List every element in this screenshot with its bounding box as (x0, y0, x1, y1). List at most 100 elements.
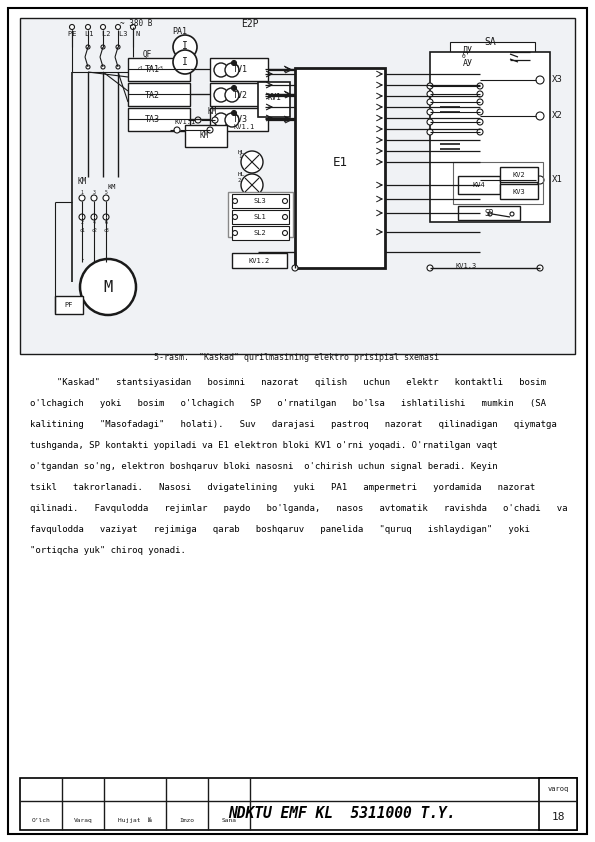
Text: "ortiqcha yuk" chiroq yonadi.: "ortiqcha yuk" chiroq yonadi. (30, 546, 186, 555)
Text: SL2: SL2 (253, 230, 267, 236)
Text: АУ: АУ (463, 58, 473, 67)
Text: X3: X3 (552, 76, 563, 84)
Text: NDKTU EMF KL  5311000 T.Y.: NDKTU EMF KL 5311000 T.Y. (228, 806, 456, 821)
Circle shape (292, 265, 298, 271)
Text: KV1.2: KV1.2 (248, 258, 270, 264)
Text: M: M (104, 280, 112, 295)
Circle shape (477, 91, 483, 97)
Bar (539, 778, 577, 830)
Text: c3: c3 (157, 67, 163, 72)
Text: c2: c2 (147, 67, 153, 72)
Circle shape (241, 151, 263, 173)
Circle shape (80, 259, 136, 315)
Text: KV4: KV4 (472, 182, 486, 188)
Bar (20, 18, 575, 354)
Text: c1: c1 (79, 227, 85, 232)
Circle shape (231, 110, 236, 115)
Text: KM: KM (78, 178, 87, 186)
Bar (20, 778, 577, 830)
Text: TV3: TV3 (233, 115, 248, 125)
Text: SL1: SL1 (253, 214, 267, 220)
Circle shape (86, 24, 90, 29)
Text: c1: c1 (137, 67, 143, 72)
Text: PF: PF (65, 302, 73, 308)
Circle shape (427, 129, 433, 135)
Circle shape (510, 212, 514, 216)
Circle shape (233, 231, 237, 236)
Circle shape (79, 195, 85, 201)
Circle shape (103, 195, 109, 201)
Circle shape (427, 83, 433, 89)
Circle shape (70, 24, 74, 29)
Text: c3: c3 (103, 227, 109, 232)
Text: KM: KM (208, 106, 217, 115)
Circle shape (115, 24, 121, 29)
Bar (453, 162, 543, 204)
Text: Docx.uz: Docx.uz (428, 98, 552, 126)
Text: TV2: TV2 (233, 90, 248, 99)
Text: X1: X1 (552, 175, 563, 184)
Circle shape (283, 199, 287, 204)
Circle shape (225, 63, 239, 77)
Text: 5-rasm.  "Kaskad" qurilmasining elektro prisipial sxemasi: 5-rasm. "Kaskad" qurilmasining elektro p… (155, 354, 440, 363)
Bar (232, 253, 287, 268)
Bar (458, 176, 500, 194)
Text: E2P: E2P (241, 19, 259, 29)
Text: Hujjat  №: Hujjat № (118, 818, 152, 823)
Bar (500, 184, 538, 199)
Bar (185, 125, 227, 147)
Text: Docx.uz: Docx.uz (43, 528, 167, 556)
Text: KV1.1: KV1.1 (233, 124, 254, 130)
Circle shape (173, 35, 197, 59)
Text: 5: 5 (105, 190, 108, 195)
Circle shape (195, 117, 201, 123)
Text: tsikl   takrorlanadi.   Nasosi   dvigatelining   yuki   PA1   ampermetri   yorda: tsikl takrorlanadi. Nasosi dvigatelining… (30, 483, 536, 492)
Text: c2: c2 (91, 227, 97, 232)
Circle shape (427, 99, 433, 105)
Bar (210, 58, 268, 81)
Text: X2: X2 (552, 111, 563, 120)
Text: 18: 18 (551, 812, 565, 822)
Text: Docx.uz: Docx.uz (43, 98, 167, 126)
Circle shape (101, 45, 105, 49)
Text: I: I (182, 57, 188, 67)
Bar (232, 226, 289, 240)
Circle shape (86, 65, 90, 69)
Text: Imzo: Imzo (180, 818, 195, 823)
Text: Sana: Sana (221, 818, 236, 823)
Text: TA1: TA1 (145, 66, 160, 74)
Bar (458, 206, 520, 220)
Circle shape (116, 45, 120, 49)
Bar (128, 108, 190, 131)
Text: 3: 3 (93, 190, 95, 195)
Circle shape (241, 174, 263, 196)
Circle shape (225, 113, 239, 127)
Circle shape (212, 117, 218, 123)
Bar (128, 58, 190, 81)
Text: HL: HL (238, 150, 246, 154)
Text: o'lchagich   yoki   bosim   o'lchagich   SP   o'rnatilgan   bo'lsa   ishlatilish: o'lchagich yoki bosim o'lchagich SP o'rn… (30, 399, 546, 408)
Circle shape (214, 88, 228, 102)
Bar (500, 167, 538, 182)
Text: ~ 380 B: ~ 380 B (120, 19, 152, 29)
Text: varoq: varoq (547, 786, 569, 792)
Circle shape (488, 212, 492, 216)
Circle shape (427, 265, 433, 271)
Circle shape (477, 129, 483, 135)
Text: tushganda, SP kontakti yopiladi va E1 elektron bloki KV1 o'rni yoqadi. O'rnatilg: tushganda, SP kontakti yopiladi va E1 el… (30, 441, 497, 450)
Circle shape (231, 61, 236, 66)
Text: KV1.3: KV1.3 (455, 263, 476, 269)
Circle shape (174, 127, 180, 133)
Text: I: I (182, 41, 188, 51)
Bar (232, 210, 289, 224)
Text: "Kaskad"   stantsiyasidan   bosimni   nazorat   qilish   uchun   elektr   kontak: "Kaskad" stantsiyasidan bosimni nazorat … (30, 378, 546, 387)
Circle shape (283, 231, 287, 236)
Circle shape (101, 65, 105, 69)
Text: SP: SP (484, 209, 494, 217)
Circle shape (427, 91, 433, 97)
Text: Docx.uz: Docx.uz (43, 298, 167, 326)
Text: PA1: PA1 (172, 28, 187, 36)
Text: O’lch: O’lch (32, 818, 51, 823)
Text: TV1: TV1 (233, 66, 248, 74)
Text: 1: 1 (80, 190, 83, 195)
